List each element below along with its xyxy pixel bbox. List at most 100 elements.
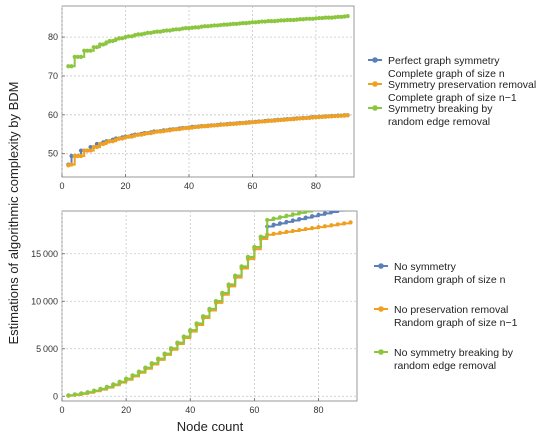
bottom-series-0-point [343, 211, 346, 212]
top-series-1-point [215, 123, 220, 128]
top-y-tick-label: 50 [48, 149, 58, 159]
top-series-2-point [316, 15, 322, 21]
top-series-1-point [224, 122, 230, 127]
top-series-1-point [202, 123, 207, 129]
top-series-1-point [126, 134, 131, 139]
bottom-series-2-point [91, 388, 97, 393]
top-series-2-point [313, 16, 319, 21]
bottom-series-1-point [335, 222, 340, 227]
top-legend-swatch-marker [372, 105, 378, 111]
bottom-series-1-point [303, 226, 308, 232]
bottom-plot-frame [61, 210, 358, 402]
top-legend-swatch-marker [372, 81, 378, 87]
bottom-series-0-point [303, 215, 308, 220]
top-series-2-point [209, 23, 214, 28]
bottom-series-0-point [277, 221, 283, 226]
top-series-2-point [253, 20, 258, 25]
top-series-2-point [129, 34, 134, 39]
bottom-series-2-point [188, 328, 193, 333]
top-series-1-point [336, 113, 341, 119]
bottom-series-2-point [336, 202, 340, 206]
top-series-2-point [107, 38, 112, 44]
top-series-1-point [304, 115, 309, 121]
top-series-2-point [78, 54, 84, 60]
bottom-series-1-point [342, 221, 347, 226]
top-series-2-point [193, 25, 198, 30]
top-series-2-point [94, 45, 100, 50]
top-series-2-point [120, 36, 125, 41]
top-series-1-point [247, 120, 252, 125]
top-series-1-point [142, 131, 147, 136]
top-series-2-point [294, 17, 299, 22]
bottom-series-2-point [111, 382, 116, 387]
top-series-2-point [310, 16, 315, 21]
bottom-series-2-point [175, 340, 180, 345]
bottom-series-2-point [310, 211, 314, 213]
bottom-series-2-point [220, 290, 225, 295]
bottom-legend-swatch-marker [378, 263, 384, 269]
top-series-2-point [240, 21, 246, 26]
bottom-y-tick-label: 5 000 [36, 344, 58, 354]
top-series-1-point [329, 114, 334, 119]
top-series-1-point [180, 126, 185, 131]
bottom-series-0-point [271, 222, 276, 227]
top-series-1-point [339, 113, 344, 118]
top-series-2-point [297, 17, 303, 22]
top-data-layer [66, 14, 350, 168]
top-series-2-point [243, 21, 249, 26]
bottom-series-2-point [233, 273, 238, 278]
top-series-2-point [272, 19, 277, 24]
x-axis-title: Node count [177, 419, 244, 434]
top-series-2-point [72, 54, 77, 60]
top-series-1-point [243, 120, 249, 126]
top-series-2-point [151, 29, 157, 35]
top-series-1-point [297, 116, 303, 121]
top-series-1-point [266, 118, 271, 124]
top-series-0-point [78, 148, 84, 153]
top-series-2-point [142, 31, 147, 36]
bottom-series-1-point [271, 231, 276, 236]
top-series-1-point [158, 129, 163, 134]
top-series-1-point [313, 115, 319, 120]
top-series-2-point [85, 48, 90, 53]
top-x-tick-label: 40 [184, 181, 194, 191]
top-series-1-point [88, 148, 93, 153]
top-series-2-point [282, 18, 287, 23]
top-series-2-point [269, 19, 274, 24]
top-series-2-point [266, 19, 271, 24]
top-series-1-point [78, 153, 84, 159]
bottom-series-2-point [213, 298, 219, 304]
top-series-2-point [247, 20, 252, 25]
top-legend-label: Perfect graph symmetry [388, 55, 500, 67]
top-series-1-point [104, 140, 109, 145]
top-series-1-point [110, 139, 115, 144]
bottom-series-0-point [316, 212, 321, 217]
bottom-series-1-point [329, 223, 334, 228]
bottom-legend-swatch-marker [378, 306, 384, 312]
bottom-series-0-point [322, 211, 328, 216]
top-legend-label: Symmetry preservation removal [388, 79, 536, 91]
bottom-legend-label: random edge removal [394, 360, 496, 372]
top-series-1-point [278, 117, 284, 122]
top-series-2-point [336, 14, 341, 19]
bottom-series-1-point [284, 229, 289, 234]
bottom-series-2-point [245, 254, 251, 259]
top-series-1-point [342, 113, 347, 118]
top-series-1-point [209, 123, 214, 128]
top-series-1-point [113, 137, 119, 142]
top-series-1-point [301, 116, 306, 121]
top-legend-label: random edge removal [388, 116, 490, 128]
top-series-1-point [310, 115, 315, 120]
top-series-2-point [113, 37, 119, 42]
top-series-2-point [180, 26, 185, 31]
top-legend-swatch-marker [372, 57, 378, 63]
bottom-legend-label: Random graph of size n [394, 274, 506, 286]
top-series-2-point [339, 14, 344, 19]
bottom-x-tick-label: 0 [59, 405, 64, 415]
bottom-series-2-point [316, 207, 320, 211]
bottom-data-layer [66, 202, 353, 398]
top-series-2-point [75, 54, 80, 60]
